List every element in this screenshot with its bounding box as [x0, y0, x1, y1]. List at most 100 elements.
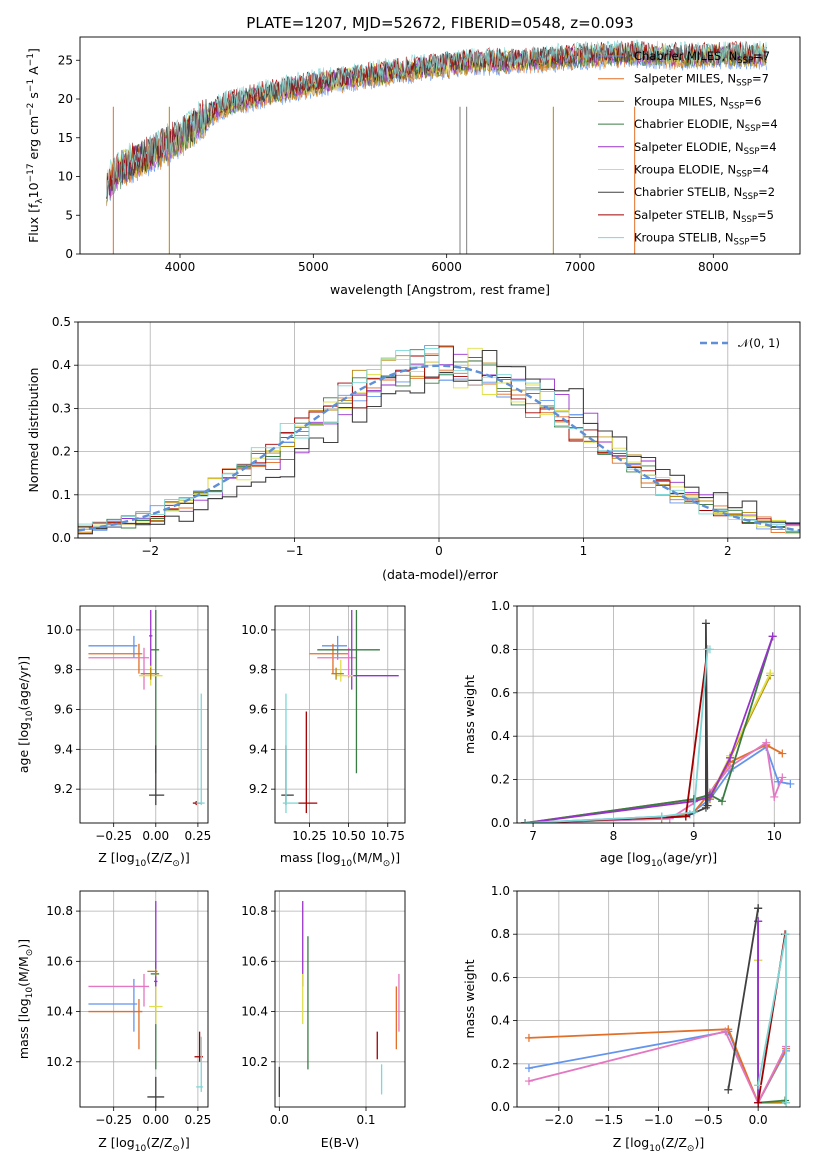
x-axis-label-age_vs_Z-part: )] [180, 850, 190, 865]
y-axis-label-flux-part: erg cm [26, 116, 41, 164]
y-tick-label: 9.8 [54, 663, 73, 677]
legend-sub: SSP [734, 238, 750, 248]
y-tick-label: 10.0 [241, 623, 268, 637]
x-tick-label: 7 [529, 829, 537, 843]
errorbar-point-1 [88, 643, 143, 674]
x-axis-label-mass_vs_Z-part: 10 [135, 1144, 147, 1154]
x-tick-label: −0.25 [95, 829, 132, 843]
plot-area-spectrum [106, 39, 768, 254]
legend-count: =6 [744, 94, 761, 108]
x-tick-label: −2 [141, 544, 159, 558]
y-tick-label: 20 [58, 92, 73, 106]
point-marker [786, 779, 795, 788]
x-axis-label-mass_vs_Z-part: Z [log [98, 1135, 134, 1150]
point-marker [778, 749, 787, 758]
y-axis-label-flux-part: A [26, 66, 41, 79]
point-marker [524, 1033, 533, 1042]
y-tick-label: 0.2 [52, 445, 71, 459]
legend-label: Kroupa MILES, NSSP=6 [634, 94, 761, 111]
mass-weight-series-9 [754, 930, 791, 1107]
y-axis-label-age_vs_Z: age [log10(age/yr)] [16, 656, 35, 773]
x-axis-label-age_vs_mass-part: 10 [341, 859, 353, 869]
x-axis-label-mass_vs_Z-part: )] [180, 1135, 190, 1150]
legend-count: =7 [752, 72, 769, 86]
y-tick-label: 10.4 [241, 1005, 268, 1019]
errorbar-point-6 [331, 667, 344, 680]
point-marker [724, 1085, 733, 1094]
y-axis-label-mass_vs_Z-part: 10 [25, 987, 35, 999]
x-axis-label-mass_weight_vs_Z-part: (Z/Z [661, 1135, 687, 1150]
y-tick-label: 0.4 [491, 729, 510, 743]
x-axis-label: E(B-V) [321, 1135, 360, 1150]
x-tick-label: 9 [690, 829, 698, 843]
mass-weight-series-9 [521, 645, 714, 823]
point-marker [657, 812, 666, 821]
y-tick-label: 0.8 [491, 927, 510, 941]
x-tick-label: 1 [580, 544, 588, 558]
axes-frame [516, 605, 801, 824]
panel-mass_weight_vs_Z: −2.0 −1.5 −1.0 −0.5 0.0 0.0 0.2 0.4 0.6 0.8 1.0 Z [… [462, 884, 801, 1154]
y-tick-label: 25 [58, 53, 73, 67]
x-tick-label: 10 [767, 829, 782, 843]
y-tick-label: 10.4 [46, 1005, 73, 1019]
x-tick-label: 0.25 [185, 1113, 212, 1127]
axes-frame [77, 321, 801, 539]
y-tick-label: 10.2 [46, 1055, 73, 1069]
y-tick-label: 0.0 [491, 1100, 510, 1114]
y-tick-label: 9.2 [54, 782, 73, 796]
errorbar-point-2 [88, 973, 150, 1007]
x-tick-label: 0.25 [185, 829, 212, 843]
legend-count: =4 [752, 163, 769, 177]
point-marker [754, 904, 763, 913]
y-axis-label-mass_vs_Z-part: ⊙ [25, 949, 35, 957]
legend-name: Salpeter ELODIE, N [634, 140, 744, 154]
spectrum-series-7 [106, 40, 767, 198]
x-axis-label-age_vs_Z: Z [log10(Z/Z⊙)] [98, 850, 189, 869]
legend-sub: SSP [742, 192, 758, 202]
legend-sub: SSP [745, 124, 761, 134]
y-tick-label: 1.0 [491, 884, 510, 898]
point-marker [705, 645, 714, 654]
axes-frame [79, 36, 801, 255]
plot-area-age_vs_Z [88, 609, 205, 806]
x-tick-label: 0.0 [270, 1113, 289, 1127]
normal-curve [78, 364, 800, 532]
y-tick-label: 0.8 [491, 642, 510, 656]
legend-label: Kroupa ELODIE, NSSP=4 [634, 163, 769, 180]
y-tick-label: 10.8 [46, 904, 73, 918]
y-tick-label: 9.2 [249, 782, 268, 796]
errorbar-point-3 [317, 609, 380, 774]
errorbar-point-8 [298, 711, 318, 814]
errorbar-point-0 [88, 978, 138, 1032]
point-marker [718, 797, 727, 806]
legend-label: Chabrier MILES, NSSP=7 [634, 49, 770, 66]
point-marker [521, 819, 530, 823]
errorbar-point-0 [321, 635, 348, 660]
figure-title: PLATE=1207, MJD=52672, FIBERID=0548, z=0… [246, 14, 633, 32]
errorbar-point-2 [317, 647, 357, 678]
y-tick-label: 0.5 [52, 315, 71, 329]
errorbar-point-7 [147, 1076, 165, 1107]
point-marker [762, 738, 771, 747]
mass-weight-series-2 [521, 738, 787, 823]
y-axis-label-mass_vs_Z-part: )] [16, 939, 31, 949]
y-axis-label-age_vs_Z-part: age [log [16, 722, 31, 773]
x-axis-label-age_vs_mass-part: mass [log [280, 850, 341, 865]
x-axis-label-age_vs_Z-part: (Z/Z [146, 850, 172, 865]
legend-sub: SSP [729, 101, 745, 111]
plot-area-mass_weight_vs_age [521, 619, 795, 823]
x-axis-label-age_vs_Z-part: Z [log [98, 850, 134, 865]
point-marker [766, 669, 775, 678]
x-axis-label-mass_vs_Z-part: ⊙ [172, 1144, 180, 1154]
x-tick-label: −0.5 [694, 1113, 723, 1127]
legend-name: Salpeter STELIB, N [634, 208, 741, 222]
legend-name: Chabrier MILES, N [634, 49, 737, 63]
x-tick-label: −1.5 [594, 1113, 623, 1127]
point-marker [721, 1027, 730, 1036]
legend-label: Chabrier ELODIE, NSSP=4 [634, 117, 778, 134]
y-tick-label: 10.8 [241, 904, 268, 918]
x-tick-label: 6000 [431, 260, 462, 274]
legend-label: Salpeter STELIB, NSSP=5 [634, 208, 774, 225]
y-tick-label: 0.0 [52, 531, 71, 545]
x-tick-label: 5000 [298, 260, 329, 274]
